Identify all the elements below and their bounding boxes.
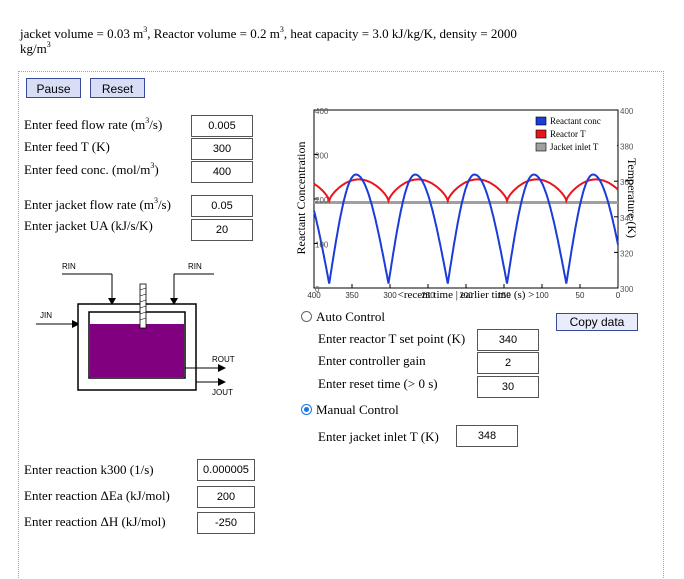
y-right-tick-label: 340: [620, 214, 634, 223]
jacket-flow-input[interactable]: 0.05: [191, 195, 253, 217]
k300-input[interactable]: 0.000005: [197, 459, 255, 481]
feed-flow-label: Enter feed flow rate (m3/s): [24, 115, 163, 132]
x-tick-label: 350: [345, 291, 359, 300]
jacket-ua-input[interactable]: 20: [191, 219, 253, 241]
jout-arrow: [196, 378, 226, 386]
reactor-diagram: [36, 273, 226, 391]
y-left-tick-label: 0: [315, 285, 320, 294]
y-right-tick-label: 380: [620, 143, 634, 152]
y-left-tick-label: 100: [315, 241, 329, 250]
reset-time-input[interactable]: 30: [477, 376, 539, 398]
dh-input[interactable]: -250: [197, 512, 255, 534]
legend: Reactant conc Reactor T Jacket inlet T: [533, 114, 617, 156]
auto-control-radio[interactable]: [301, 311, 312, 322]
rin-left-arrow: [62, 273, 116, 305]
jacket-ua-label: Enter jacket UA (kJ/s/K): [24, 218, 153, 233]
rin-right-arrow: [170, 273, 214, 305]
strip-chart: 400 350 300 250 200 150 100 50 04003002001000400…: [296, 107, 639, 301]
y-right-tick-label: 300: [620, 285, 634, 294]
y-axis-left-label: Reactant Concentration: [296, 142, 308, 255]
gain-label: Enter controller gain: [318, 353, 426, 368]
rin-right-label: RIN: [188, 262, 202, 271]
legend-temp-label: Reactor T: [550, 129, 586, 139]
manual-control-radio[interactable]: [301, 404, 312, 415]
rout-label: ROUT: [212, 355, 235, 364]
jacket-inlet-label: Enter jacket inlet T (K): [318, 429, 439, 444]
legend-jacket-label: Jacket inlet T: [550, 142, 599, 152]
x-tick-label: 0: [616, 291, 621, 300]
y-right-tick-label: 320: [620, 249, 634, 258]
series-reactant-conc: [313, 173, 619, 284]
y-right-tick-label: 400: [620, 107, 634, 116]
rin-left-label: RIN: [62, 262, 76, 271]
x-tick-label: 50: [576, 291, 585, 300]
setpoint-label: Enter reactor T set point (K): [318, 331, 466, 346]
reset-time-label: Enter reset time (> 0 s): [318, 376, 438, 391]
y-left-tick-label: 200: [315, 196, 329, 205]
x-axis-label: <recent time | earlier time (s) >: [398, 289, 535, 301]
gain-input[interactable]: 2: [477, 352, 539, 374]
jin-arrow: [36, 320, 80, 328]
stirrer-icon: [139, 283, 147, 329]
x-tick-label: 250: [421, 291, 435, 300]
simulation-panel: [18, 71, 664, 578]
series-reactor-T: [313, 178, 619, 205]
jacket-flow-label: Enter jacket flow rate (m3/s): [24, 195, 171, 212]
feed-temp-label: Enter feed T (K): [24, 139, 110, 154]
feed-conc-label: Enter feed conc. (mol/m3): [24, 160, 159, 177]
y-axis-right-label: Temperature (K): [625, 158, 639, 238]
dh-label: Enter reaction ΔH (kJ/mol): [24, 514, 166, 529]
x-tick-label: 100: [535, 291, 549, 300]
pause-button[interactable]: Pause: [26, 78, 81, 98]
jout-label: JOUT: [212, 388, 233, 397]
x-tick-label: 150: [497, 291, 511, 300]
jin-label: JIN: [40, 311, 52, 320]
y-right-tick-label: 360: [620, 178, 634, 187]
legend-conc-label: Reactant conc: [550, 116, 601, 126]
copy-data-button[interactable]: Copy data: [556, 313, 638, 331]
legend-jacket-swatch: [535, 142, 547, 152]
setpoint-input[interactable]: 340: [477, 329, 539, 351]
x-tick-label: 300: [383, 291, 397, 300]
jacket-inlet-input[interactable]: 348: [456, 425, 518, 447]
y-left-tick-label: 300: [315, 152, 329, 161]
auto-control-label: Auto Control: [316, 309, 385, 324]
feed-conc-input[interactable]: 400: [191, 161, 253, 183]
parameters-header: jacket volume = 0.03 m3, Reactor volume …: [20, 24, 517, 56]
x-tick-label: 400: [307, 291, 321, 300]
ea-input[interactable]: 200: [197, 486, 255, 508]
reset-button[interactable]: Reset: [90, 78, 145, 98]
ea-label: Enter reaction ΔEa (kJ/mol): [24, 488, 170, 503]
y-left-tick-label: 400: [315, 107, 329, 116]
legend-conc-swatch: [535, 116, 547, 126]
reactor-contents: [90, 324, 184, 377]
k300-label: Enter reaction k300 (1/s): [24, 462, 154, 477]
manual-control-label: Manual Control: [316, 402, 399, 417]
feed-temp-input[interactable]: 300: [191, 138, 253, 160]
x-tick-label: 200: [459, 291, 473, 300]
feed-flow-input[interactable]: 0.005: [191, 115, 253, 137]
rout-arrow: [185, 364, 226, 372]
legend-temp-swatch: [535, 129, 547, 139]
